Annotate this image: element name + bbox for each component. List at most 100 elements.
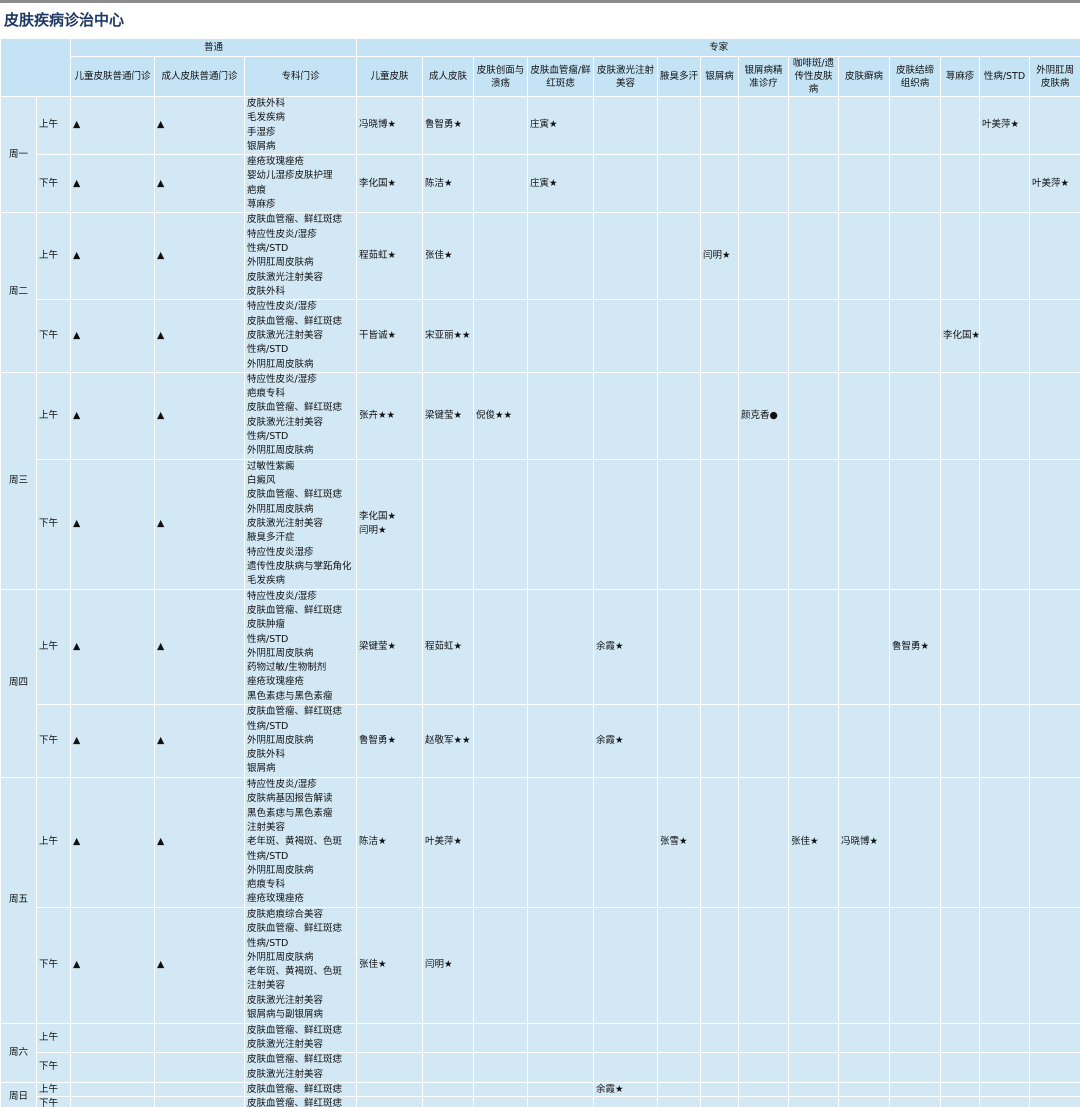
schedule-cell: 梁键莹★ (356, 588, 424, 706)
empty-cell (657, 371, 702, 460)
empty-cell (940, 704, 981, 779)
cell-line: 老年斑、黄褐斑、色斑 (247, 966, 343, 978)
empty-cell (527, 588, 595, 706)
cell-line: 外阴肛周皮肤病 (247, 734, 314, 746)
empty-cell (700, 1022, 740, 1054)
empty-cell (940, 588, 981, 706)
cell-line: 痤疮玫瑰痤疮 (247, 676, 305, 688)
schedule-row: 周六 上午 皮肤血管瘤、鲜红斑痣 皮肤激光注射美容 (0, 1022, 1080, 1083)
empty-cell (527, 1081, 595, 1097)
empty-cell (70, 1022, 155, 1054)
schedule-cell: 庄寅★ (527, 154, 595, 214)
empty-cell (527, 1022, 595, 1054)
empty-cell (1029, 1095, 1080, 1107)
empty-cell (527, 371, 595, 460)
empty-cell (889, 1052, 942, 1083)
column-header: 银屑病精准诊疗 (738, 56, 790, 97)
cell-line: 皮肤血管瘤、鲜红斑痣 (247, 1098, 343, 1107)
empty-cell (700, 1081, 740, 1097)
cell-line: 性病/STD (247, 850, 289, 862)
schedule-cell: 皮肤血管瘤、鲜红斑痣 (243, 1095, 358, 1107)
cell-line: 皮肤血管瘤、鲜红斑痣 (247, 489, 343, 501)
cell-line: 性病/STD (247, 243, 289, 255)
schedule-cell: 鲁智勇★ (889, 588, 942, 706)
empty-cell (527, 777, 595, 908)
schedule-cell: 叶美萍★ (422, 777, 475, 908)
schedule-table: 普通 专家 儿童皮肤普通门诊 成人皮肤普通门诊 专科门诊 儿童皮肤 成人皮肤 皮肤创面与溃疡皮… (0, 38, 1080, 1107)
schedule-cell: 冯晓博★ (838, 777, 891, 908)
empty-cell (979, 777, 1031, 908)
empty-cell (593, 906, 659, 1024)
empty-cell (788, 704, 840, 779)
schedule-cell: 余霞★ (593, 588, 659, 706)
empty-cell (154, 1095, 245, 1107)
empty-cell (657, 212, 702, 301)
empty-cell (70, 1095, 155, 1107)
empty-cell (1029, 371, 1080, 460)
schedule-cell: 张佳★ (788, 777, 840, 908)
empty-cell (940, 777, 981, 908)
cell-line: 婴幼儿湿疹皮肤护理 (247, 170, 333, 182)
schedule-row: 下午 ▲ ▲ 痤疮玫瑰痤疮 婴幼儿湿疹皮肤护理 疤痕 荨麻疹 李化国★ 陈洁★ 庄寅★ 叶美萍★ (1, 154, 1080, 214)
cell-line: 闫明★ (359, 525, 387, 537)
empty-cell (838, 1095, 891, 1107)
empty-cell (788, 95, 840, 156)
cell-line: 皮肤外科 (247, 285, 286, 297)
cell-line: 外阴肛周皮肤病 (247, 647, 314, 659)
empty-cell (154, 1022, 245, 1054)
cell-line: 银屑病 (247, 763, 276, 775)
column-header: 成人皮肤 (422, 56, 475, 97)
cell-line: 药物过敏/生物制剂 (247, 662, 327, 674)
schedule-cell: 特应性皮炎/湿疹 皮肤血管瘤、鲜红斑痣 皮肤激光注射美容 性病/STD 外阴肛周皮肤病 (243, 299, 358, 373)
empty-cell (940, 1022, 981, 1054)
empty-cell (788, 299, 840, 373)
schedule-cell: 陈洁★ (356, 777, 424, 908)
schedule-cell: 干皆诚★ (356, 299, 424, 373)
cell-line: 特应性皮炎/湿疹 (247, 590, 317, 602)
cell-line: 老年斑、黄褐斑、色斑 (247, 836, 343, 848)
empty-cell (527, 1095, 595, 1107)
schedule-cell: 过敏性紫癜 白癜风 皮肤血管瘤、鲜红斑痣 外阴肛周皮肤病 皮肤激光注射美容 腋臭多汗症 特应… (243, 458, 358, 590)
half-cell: 下午 (36, 154, 71, 214)
empty-cell (979, 588, 1031, 706)
cell-line: 性病/STD (247, 720, 289, 732)
empty-cell (527, 1052, 595, 1083)
empty-cell (788, 371, 840, 460)
empty-cell (473, 777, 529, 908)
schedule-cell: ▲ (154, 154, 245, 214)
schedule-cell: 张卉★★ (356, 371, 424, 460)
column-header: 银屑病 (700, 56, 740, 97)
empty-cell (979, 704, 1031, 779)
empty-cell (1029, 1081, 1080, 1097)
empty-cell (593, 212, 659, 301)
empty-cell (1029, 1022, 1080, 1054)
empty-cell (889, 906, 942, 1024)
empty-cell (889, 154, 942, 214)
cell-line: 疤痕专科 (247, 879, 286, 891)
cell-line: 毛发疾病 (247, 575, 286, 587)
empty-cell (940, 1052, 981, 1083)
half-cell: 下午 (36, 299, 71, 373)
schedule-row: 下午 ▲ ▲ 皮肤疤痕综合美容 皮肤血管瘤、鲜红斑痣 性病/STD 外阴肛周皮肤病 老年斑、黄… (1, 906, 1080, 1024)
schedule-cell: ▲ (70, 154, 155, 214)
cell-line: 黑色素痣与黑色素瘤 (247, 690, 333, 702)
empty-cell (889, 704, 942, 779)
empty-cell (788, 1052, 840, 1083)
cell-line: 皮肤激光注射美容 (247, 1038, 324, 1050)
schedule-cell: ▲ (70, 777, 155, 908)
cell-line: 疤痕专科 (247, 388, 286, 400)
schedule-cell: ▲ (70, 704, 155, 779)
cell-line: 皮肤激光注射美容 (247, 416, 324, 428)
half-cell: 下午 (36, 704, 71, 779)
empty-cell (940, 95, 981, 156)
schedule-cell: ▲ (70, 371, 155, 460)
empty-cell (889, 212, 942, 301)
empty-cell (979, 1095, 1031, 1107)
empty-cell (889, 777, 942, 908)
schedule-cell: 皮肤血管瘤、鲜红斑痣 皮肤激光注射美容 (243, 1052, 358, 1083)
cell-line: 性病/STD (247, 937, 289, 949)
schedule-cell: 李化国★ (356, 154, 424, 214)
empty-cell (473, 154, 529, 214)
schedule-row: 下午 ▲ ▲ 过敏性紫癜 白癜风 皮肤血管瘤、鲜红斑痣 外阴肛周皮肤病 皮肤激光注射美容 腋臭多… (1, 458, 1080, 590)
schedule-cell: ▲ (154, 906, 245, 1024)
